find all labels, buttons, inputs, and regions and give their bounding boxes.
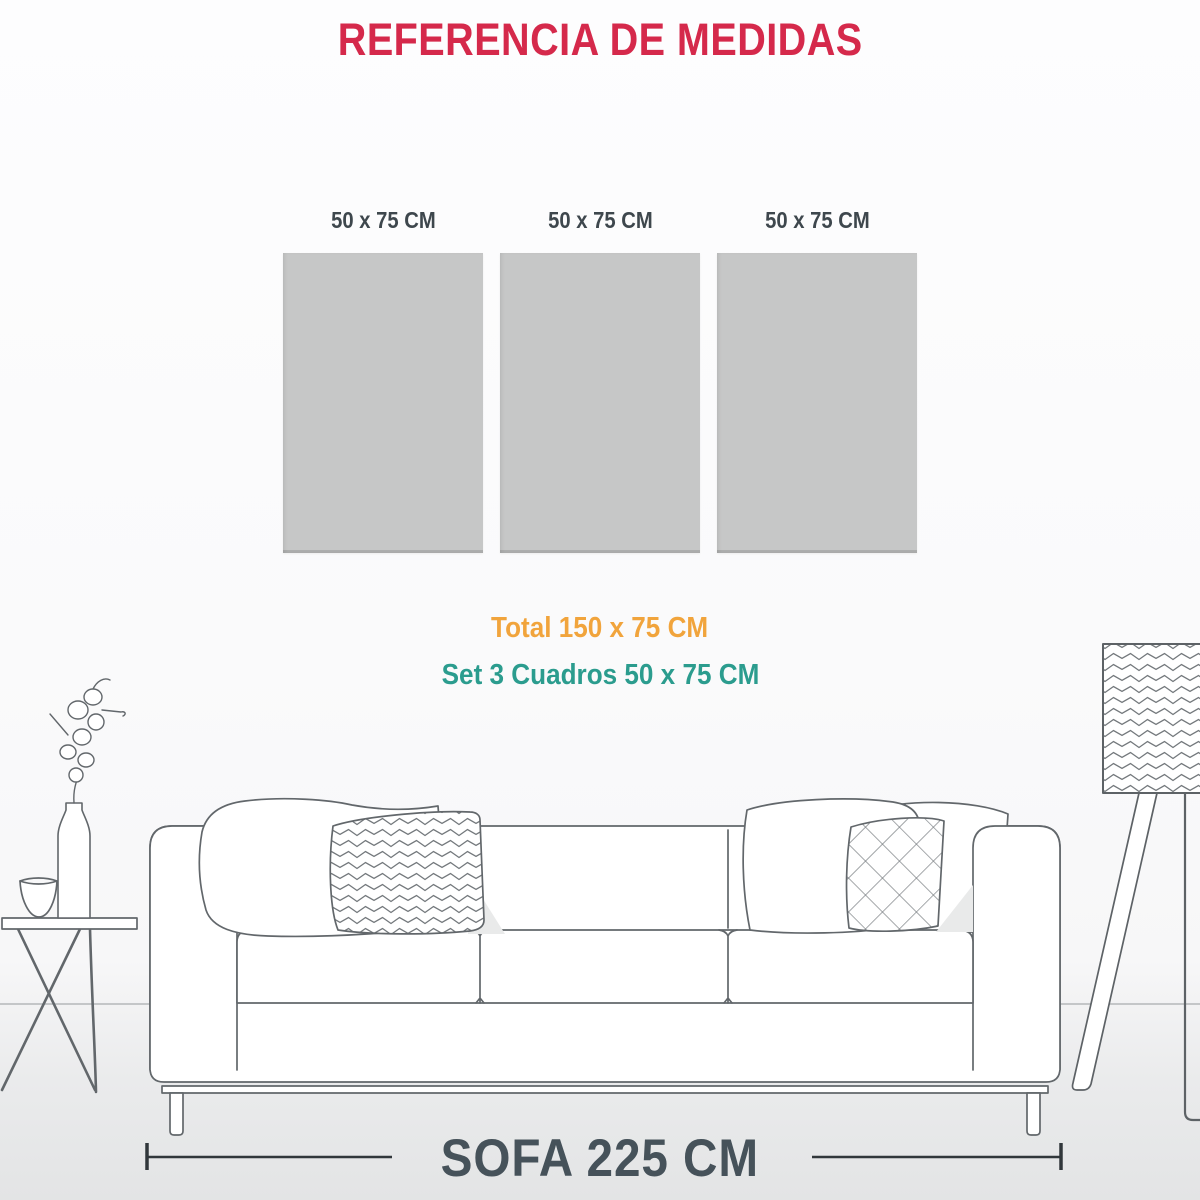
canvas-panel — [717, 253, 917, 553]
table-leg — [0, 927, 82, 1092]
lamp-leg-vertical — [1183, 791, 1200, 1122]
set-description-label: Set 3 Cuadros 50 x 75 CM — [441, 659, 759, 691]
panel-column-3: 50 x 75 CM — [717, 200, 917, 553]
room-illustration — [0, 643, 1200, 1170]
sofa-seat-divider — [718, 929, 738, 1004]
floor-lamp-illustration — [1071, 643, 1200, 1122]
side-table-illustration — [0, 678, 138, 1094]
sofa-base-bar — [161, 1085, 1049, 1094]
sofa-leg-right — [1026, 1092, 1041, 1136]
page-title-text: REFERENCIA DE MEDIDAS — [337, 14, 863, 65]
panel-size-label: 50 x 75 CM — [547, 207, 653, 233]
lamp-leg-diagonal — [1071, 792, 1158, 1091]
sofa-illustration — [149, 797, 1061, 1136]
table-leg — [88, 927, 98, 1094]
pillow-diamond-right — [845, 817, 945, 933]
sofa-seat-cushions — [236, 929, 974, 1004]
vase-bottle — [57, 802, 91, 919]
canvas-panel — [283, 253, 483, 553]
sofa-measure-line — [145, 1143, 1063, 1170]
sofa-width-label: SOFA 225 CM — [440, 1129, 760, 1188]
page-title: REFERENCIA DE MEDIDAS — [0, 14, 1200, 66]
canvas-panel — [500, 253, 700, 553]
table-leg — [16, 927, 97, 1092]
table-top — [1, 917, 138, 930]
sofa-armrest-right — [972, 825, 1061, 1071]
panels-row: 50 x 75 CM 50 x 75 CM 50 x 75 CM — [0, 200, 1200, 553]
panel-column-1: 50 x 75 CM — [283, 200, 483, 553]
lamp-shade — [1102, 643, 1200, 794]
panel-size-label: 50 x 75 CM — [330, 207, 436, 233]
bowl — [19, 880, 58, 918]
bowl-rim — [19, 877, 58, 882]
total-size-label: Total 150 x 75 CM — [491, 612, 709, 644]
pillow-chevron-left — [329, 810, 485, 935]
sofa-leg-left — [169, 1092, 184, 1136]
panel-size-label: 50 x 75 CM — [764, 207, 870, 233]
panel-column-2: 50 x 75 CM — [500, 200, 700, 553]
flower-branch — [49, 678, 126, 804]
